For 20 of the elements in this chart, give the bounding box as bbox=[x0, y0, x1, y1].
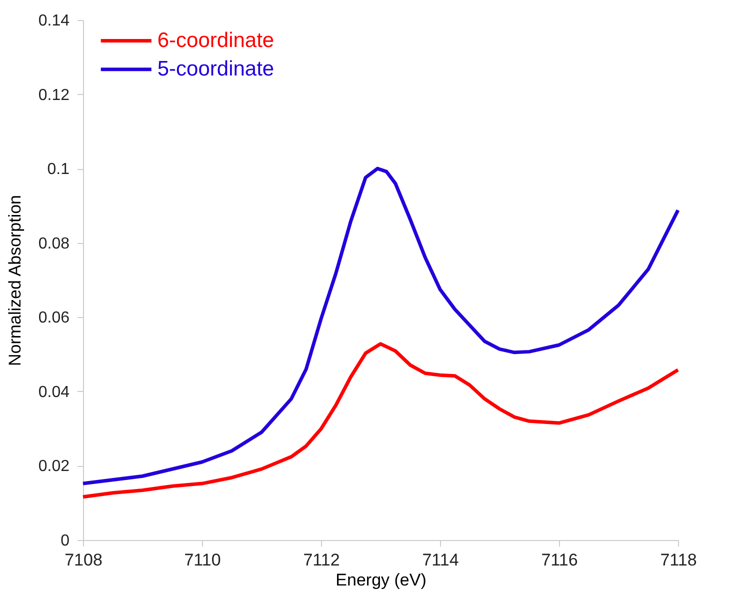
y-tick-label: 0.02 bbox=[38, 458, 70, 476]
y-tick-label: 0.08 bbox=[38, 235, 70, 252]
y-tick-label: 0.14 bbox=[38, 12, 70, 30]
x-tick-label: 7116 bbox=[541, 550, 578, 570]
x-tick-label: 7118 bbox=[660, 550, 697, 570]
y-tick-label: 0.1 bbox=[47, 161, 70, 178]
x-tick-label: 7112 bbox=[303, 550, 340, 570]
legend-label: 5-coordinate bbox=[157, 57, 274, 80]
x-tick-label: 7114 bbox=[422, 550, 459, 570]
x-axis-title: Energy (eV) bbox=[336, 570, 426, 590]
x-tick-label: 7110 bbox=[184, 550, 221, 570]
y-tick-label: 0.04 bbox=[38, 384, 70, 401]
line-series bbox=[81, 342, 680, 499]
line-series bbox=[81, 166, 680, 486]
y-tick-label: 0.12 bbox=[38, 86, 70, 104]
y-tick-label: 0.06 bbox=[38, 310, 70, 327]
y-axis-title: Normalized Absorption bbox=[5, 194, 24, 366]
y-tick-label: 0 bbox=[60, 532, 70, 550]
legend-label: 6-coordinate bbox=[157, 28, 274, 52]
x-tick-label: 7108 bbox=[64, 550, 102, 570]
